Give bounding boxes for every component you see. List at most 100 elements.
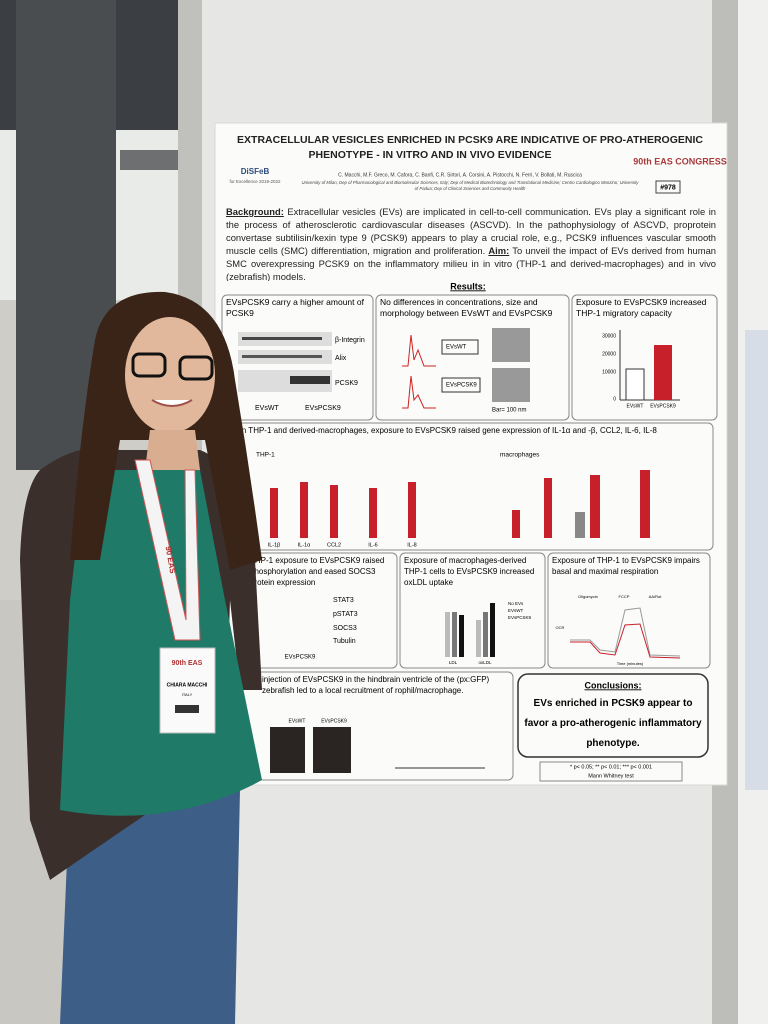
- ocr-line: [570, 623, 681, 659]
- panel-label: oxLDL: [478, 660, 492, 665]
- bar: [625, 368, 645, 401]
- panel-label: CCL2: [327, 542, 341, 548]
- affiliations: University of Milan, Dep of Pharmacologi…: [301, 180, 639, 191]
- poster-number: #978: [660, 184, 676, 191]
- bar: [483, 612, 488, 657]
- panel-label: IL-1β: [268, 542, 281, 548]
- poster-title: EXTRACELLULAR VESICLES ENRICHED IN PCSK9…: [237, 134, 703, 146]
- tem-image: [492, 368, 530, 402]
- bar: [369, 488, 377, 538]
- conclusions-header: Conclusions:: [584, 680, 641, 690]
- glasses: [178, 355, 214, 381]
- background-text: Extracellular vesicles (EVs) are implica…: [226, 206, 716, 256]
- ocr-line: [570, 607, 681, 657]
- person: 90 EAS 90th EAS CHIARA MACCHI ITALY: [20, 291, 262, 1024]
- panel-title: Exposure of macrophages-derived THP-1 ce…: [404, 556, 535, 587]
- fish-image: [270, 727, 305, 773]
- panel-label: 0: [613, 396, 616, 402]
- panel-label: EVsPCSK9: [650, 403, 676, 409]
- panel-title-box: No differences in concentrations, size a…: [380, 297, 552, 318]
- bar: [512, 510, 520, 538]
- panel-frame: [399, 552, 546, 669]
- panel-label: EVsPCSK9: [321, 718, 347, 724]
- panel-label: PCSK9: [335, 380, 358, 387]
- bar: [330, 485, 338, 538]
- glasses: [131, 352, 167, 378]
- conclusions-frame: [517, 673, 709, 758]
- gene-charts: [270, 470, 650, 538]
- background: Background: Extracellular vesicles (EVs)…: [226, 205, 716, 281]
- migration-chart: [619, 330, 680, 401]
- panel-label: SOCS3: [333, 625, 357, 632]
- panel-label: 30000: [602, 333, 616, 339]
- panel-title: Exposure to EVsPCSK9 increased THP-1 mig…: [576, 297, 707, 318]
- conclusions-box: EVs enriched in PCSK9 appear to favor a …: [524, 698, 702, 749]
- panel-title: injection of EVsPCSK9 in the hindbrain v…: [262, 675, 490, 695]
- badge: [159, 647, 216, 734]
- panel-title: THP-1 exposure to EVsPCSK9 raised phosph…: [250, 556, 385, 587]
- bar: [300, 482, 308, 538]
- panel-title-box: Exposure of THP-1 to EVsPCSK9 impairs ba…: [552, 556, 700, 576]
- panel-label: 20000: [602, 351, 616, 357]
- panel-frame: [571, 294, 718, 421]
- panel-label: Tubulin: [333, 638, 356, 645]
- panel-title-box: in THP-1 and derived-macrophages, exposu…: [240, 426, 657, 435]
- tem-image: [492, 328, 530, 362]
- panel-label: Oligomycin: [578, 594, 598, 599]
- panel-label: No EVs: [508, 601, 524, 606]
- poster-title: PHENOTYPE - IN VITRO AND IN VIVO EVIDENC…: [309, 149, 552, 161]
- nta-panel: [402, 328, 530, 409]
- blot-band: [242, 355, 322, 358]
- bar: [445, 612, 450, 657]
- duct: [120, 150, 180, 170]
- panel-title-box: Exposure to EVsPCSK9 increased THP-1 mig…: [576, 297, 707, 318]
- next-poster: [745, 330, 768, 790]
- panel-label: β-Integrin: [335, 337, 365, 344]
- panel-title-box: EVsPCSK9 carry a higher amount of PCSK9: [226, 297, 364, 318]
- blot-panel: [238, 332, 332, 392]
- label-box: [441, 377, 481, 393]
- footnote-frame: [539, 761, 683, 782]
- panel-label: Bar= 100 nm: [492, 408, 527, 414]
- badge-name: CHIARA MACCHI: [167, 682, 208, 688]
- smile: [151, 399, 193, 407]
- lanyard: [134, 459, 201, 641]
- panel-label: 10000: [602, 369, 616, 375]
- panel-label: macrophages: [500, 452, 540, 459]
- footnote: * p< 0.05; ** p< 0.01; *** p< 0.001: [570, 764, 652, 770]
- panel-title-box: THP-1 exposure to EVsPCSK9 raised phosph…: [250, 556, 385, 587]
- blot-band: [290, 376, 330, 384]
- conclusions-text: EVs enriched in PCSK9 appear to favor a …: [524, 698, 702, 749]
- logo-right: 90th EAS CONGRESS: [633, 156, 727, 166]
- panel-label: FCCP: [619, 594, 630, 599]
- bar: [654, 345, 672, 400]
- background-box: Background: Extracellular vesicles (EVs)…: [226, 205, 716, 281]
- background-label: Background:: [226, 206, 284, 217]
- panel-frame: [547, 552, 711, 669]
- panel-label: OCR: [556, 625, 565, 630]
- panel-label: Time (minutes): [617, 661, 644, 666]
- panel-label: EVsWT: [289, 718, 306, 724]
- bar: [408, 482, 416, 538]
- zebrafish-panel: [270, 727, 485, 773]
- panel-label: AA/Rot: [649, 594, 663, 599]
- panel-label: IL-6: [368, 542, 377, 548]
- panel-label: STAT3: [333, 597, 354, 604]
- size-curve: [402, 334, 436, 367]
- panel-label: THP-1: [256, 452, 275, 459]
- bar: [575, 512, 585, 538]
- bar: [270, 488, 278, 538]
- bar: [544, 478, 552, 538]
- panel-label: pSTAT3: [333, 611, 358, 618]
- logo-left-sub: for Excellence 2018-2022: [229, 179, 281, 184]
- bar: [640, 470, 650, 538]
- bar: [590, 475, 600, 538]
- bar: [490, 603, 495, 657]
- jeans: [60, 790, 240, 1024]
- panel-label: EVsWT: [627, 403, 644, 409]
- bar: [459, 615, 464, 657]
- panel-title: Exposure of THP-1 to EVsPCSK9 impairs ba…: [552, 556, 700, 576]
- panel-label: EVsPCSK9: [508, 615, 532, 620]
- affiliations-box: University of Milan, Dep of Pharmacologi…: [301, 180, 639, 191]
